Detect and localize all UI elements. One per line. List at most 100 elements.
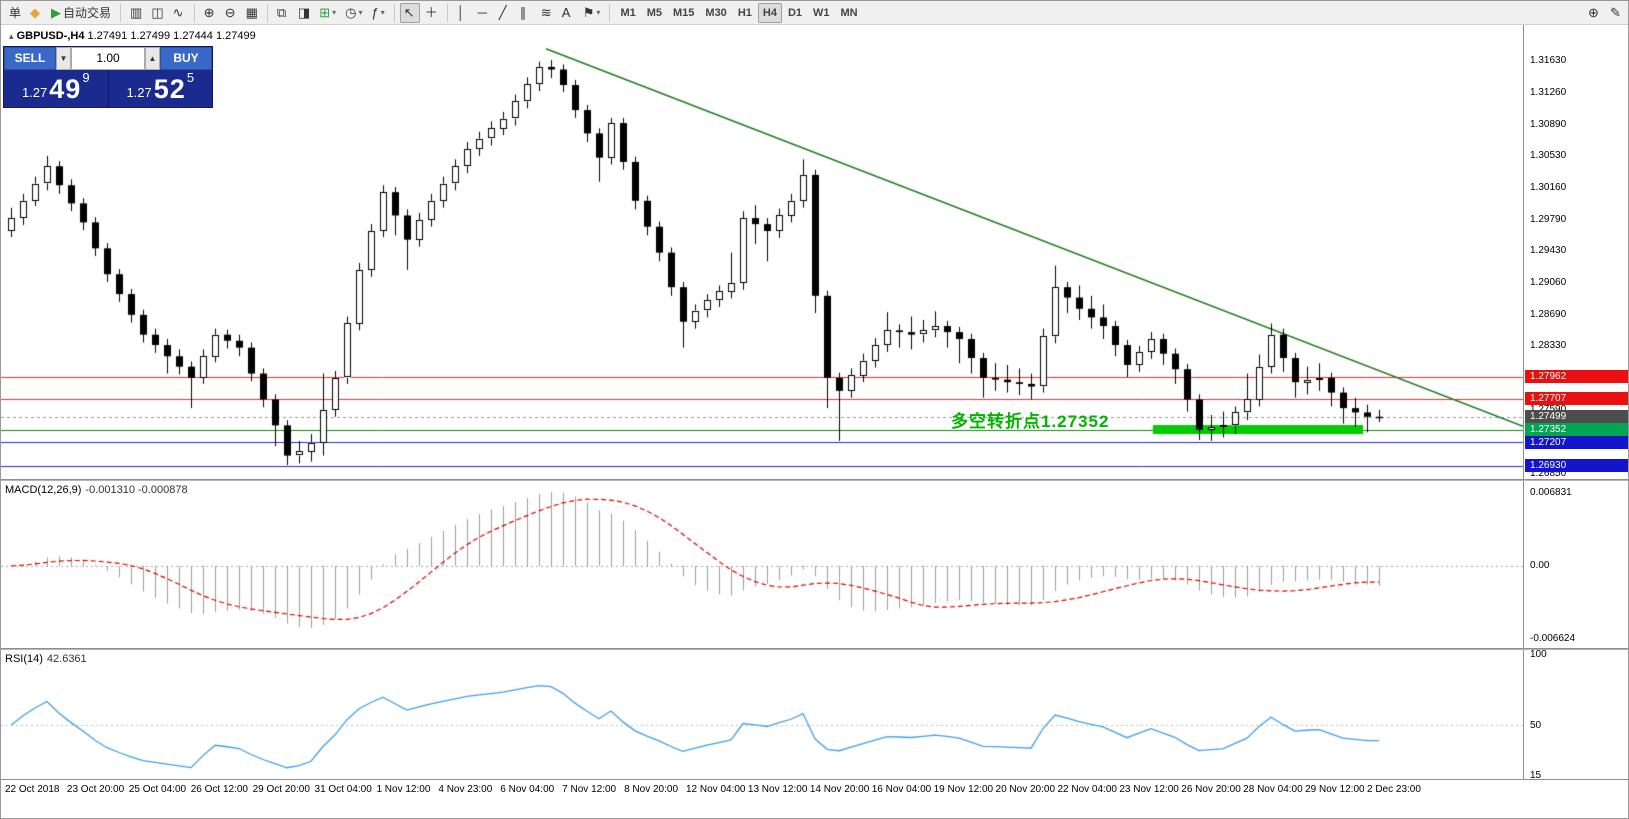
time-axis-label: 28 Nov 04:00: [1243, 784, 1303, 795]
price-scale-tick: 1.29430: [1530, 245, 1567, 257]
zoom-in-icon: ⊕: [203, 5, 215, 20]
cascade-windows-icon[interactable]: ◨: [294, 3, 314, 23]
panel-splitter[interactable]: [1, 479, 1628, 481]
buy-price-button[interactable]: 1.27 52 5: [109, 70, 213, 107]
edit-icon[interactable]: ✎: [1606, 3, 1626, 23]
ohlc-high: 1.27499: [130, 30, 171, 42]
tile-windows-icon[interactable]: ⧉: [273, 3, 293, 23]
macd-scale-tick: 0.00: [1530, 560, 1550, 571]
indicators-icon-dropdown-icon[interactable]: ▾: [380, 8, 385, 17]
main-toolbar: 单 ◆ ▶ 自动交易 ▥ ◫ ∿ ⊕ ⊖ ▦ ⧉ ◨ ⊞ ▾ ◷ ▾ ƒ ▾ ↖ ＋ │ ─ ╱ ∥ ≋ A ⚑ ▾ M1 M5 M15 M3…: [1, 1, 1628, 25]
sell-price-point: 9: [82, 70, 90, 85]
period-icon[interactable]: ◷ ▾: [341, 3, 366, 23]
arrows-icon-dropdown-icon[interactable]: ▾: [596, 8, 601, 17]
indicators-icon[interactable]: ƒ ▾: [368, 3, 389, 23]
timeframe-m15-button[interactable]: M15: [673, 6, 695, 19]
zoom-in-icon[interactable]: ⊕: [200, 3, 220, 23]
symbol-arrow-icon: ▴: [9, 31, 14, 41]
timeframe-h4-button[interactable]: H4: [757, 2, 782, 23]
candlestick-chart-icon[interactable]: ◫: [147, 3, 167, 23]
line-chart-icon[interactable]: ∿: [169, 3, 189, 23]
arrows-icon[interactable]: ⚑ ▾: [579, 3, 605, 23]
price-scale-tick: 1.31260: [1530, 86, 1567, 98]
timeframe-m1-button[interactable]: M1: [620, 6, 636, 19]
toolbar-separator: [609, 3, 611, 22]
lot-size-input[interactable]: 1.00: [71, 47, 145, 70]
toolbar-separator: [193, 3, 195, 22]
new-chart-button[interactable]: ⊞ ▾: [315, 3, 340, 23]
new-chart-button-dropdown-icon[interactable]: ▾: [332, 8, 337, 17]
rsi-scale-tick: 15: [1530, 770, 1542, 779]
time-axis-label: 25 Oct 04:00: [128, 784, 187, 795]
time-axis-label: 23 Nov 12:00: [1119, 784, 1179, 795]
toolbar-separator: [393, 3, 395, 22]
price-scale-tick: 1.28690: [1530, 308, 1567, 320]
price-scale-tick: 1.26850: [1530, 467, 1567, 479]
macd-canvas[interactable]: [1, 481, 1523, 648]
line-chart-icon: ∿: [172, 5, 184, 20]
new-chart-button: ⊞: [319, 5, 331, 20]
time-axis-label: 1 Nov 12:00: [376, 784, 431, 795]
pivot-annotation-text[interactable]: 多空转折点1.27352: [951, 412, 1110, 431]
timeframe-d1-button[interactable]: D1: [787, 6, 802, 19]
vertical-line-icon: │: [456, 5, 465, 20]
vertical-line-icon[interactable]: │: [453, 3, 473, 23]
one-click-trading-panel: SELL ▼ 1.00 ▲ BUY 1.27 49 9 1.27 52 5: [3, 46, 213, 108]
rsi-canvas[interactable]: [1, 650, 1523, 779]
search-icon[interactable]: ⊕: [1584, 3, 1604, 23]
timeframe-m30-button[interactable]: M30: [705, 6, 727, 19]
autotrading-button-label: 自动交易: [63, 6, 112, 20]
timeframe-mn-button[interactable]: MN: [840, 6, 858, 19]
time-axis-label: 23 Oct 20:00: [66, 784, 125, 795]
panel-splitter[interactable]: [1, 648, 1628, 650]
sell-price-pips: 49: [49, 74, 82, 104]
timeframe-h1-button[interactable]: H1: [737, 6, 752, 19]
rsi-scale-tick: 100: [1530, 650, 1547, 660]
time-axis-label: 16 Nov 04:00: [871, 784, 932, 795]
toolbar-right-group: ⊕ ✎: [1584, 3, 1626, 23]
autotrading-button[interactable]: ▶ 自动交易: [47, 3, 115, 23]
zoom-out-icon[interactable]: ⊖: [221, 3, 241, 23]
grid-icon: ▦: [245, 5, 258, 20]
crosshair-icon[interactable]: ＋: [421, 3, 442, 23]
metaeditor-icon[interactable]: ◆: [26, 3, 46, 23]
time-axis-label: 29 Oct 20:00: [252, 784, 310, 795]
timeframe-w1-button[interactable]: W1: [813, 6, 830, 19]
time-axis-label: 26 Oct 12:00: [190, 784, 248, 795]
fibonacci-icon[interactable]: ≋: [537, 3, 557, 23]
buy-price-pips: 52: [153, 74, 186, 104]
rsi-scale-tick: 50: [1530, 720, 1542, 732]
time-axis-label: 19 Nov 12:00: [933, 784, 994, 795]
price-scale-tick: 1.28330: [1530, 340, 1567, 352]
time-axis-label: 14 Nov 20:00: [809, 784, 870, 795]
text-label-icon[interactable]: A: [558, 3, 578, 23]
cascade-windows-icon: ◨: [297, 5, 311, 20]
trendline-icon[interactable]: ╱: [495, 3, 515, 23]
bar-chart-icon[interactable]: ▥: [126, 3, 146, 23]
equidistant-channel-icon[interactable]: ∥: [516, 3, 536, 23]
price-axis[interactable]: 1.31630 1.31260 1.30890 1.30530 1.30160 1.297…: [1523, 25, 1628, 479]
lot-increase-button[interactable]: ▲: [145, 47, 160, 70]
macd-scale-tick: -0.006624: [1530, 633, 1576, 644]
period-icon-dropdown-icon[interactable]: ▾: [358, 8, 363, 17]
new-order-button[interactable]: 单: [5, 3, 25, 23]
timeframe-m5-button[interactable]: M5: [646, 6, 662, 19]
macd-title: MACD(12,26,9): [5, 484, 82, 496]
cursor-icon: ↖: [403, 5, 415, 20]
bar-chart-icon: ▥: [130, 5, 143, 20]
cursor-icon[interactable]: ↖: [399, 2, 420, 23]
ohlc-low: 1.27444: [173, 30, 213, 42]
time-axis[interactable]: 22 Oct 2018 23 Oct 20:00 25 Oct 04:00 26 Oc…: [1, 779, 1628, 818]
buy-button[interactable]: BUY: [160, 47, 212, 70]
grid-icon[interactable]: ▦: [242, 3, 262, 23]
price-line-badge: 1.27962: [1525, 370, 1628, 384]
sell-price-button[interactable]: 1.27 49 9: [4, 70, 108, 107]
lot-decrease-button[interactable]: ▼: [56, 47, 71, 70]
macd-label: MACD(12,26,9) -0.001310 -0.000878: [5, 484, 188, 496]
ohlc-close: 1.27499: [215, 30, 256, 42]
sell-button[interactable]: SELL: [4, 47, 56, 70]
text-label-icon: A: [561, 5, 571, 20]
price-chart-canvas[interactable]: [1, 25, 1523, 479]
horizontal-line-icon[interactable]: ─: [474, 3, 494, 23]
arrows-icon: ⚑: [582, 5, 595, 20]
